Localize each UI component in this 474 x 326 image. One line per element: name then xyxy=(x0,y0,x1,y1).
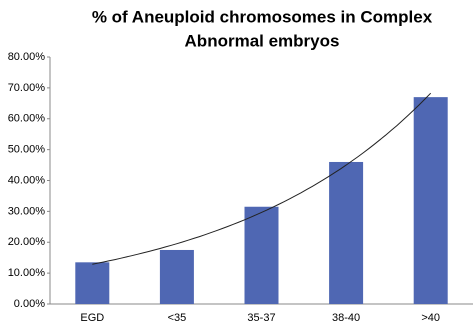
bar xyxy=(329,161,364,304)
bar xyxy=(244,206,279,304)
chart-title: % of Aneuploid chromosomes in Complex xyxy=(92,7,433,26)
chart-title: Abnormal embryos xyxy=(185,31,340,50)
x-tick-label: <35 xyxy=(168,312,187,324)
bar xyxy=(159,249,194,304)
trendline xyxy=(92,92,432,265)
y-tick-label: 40.00% xyxy=(8,174,46,186)
x-tick-label: >40 xyxy=(421,312,440,324)
y-tick-label: 80.00% xyxy=(8,51,46,63)
y-tick-label: 10.00% xyxy=(8,267,46,279)
y-tick-label: 60.00% xyxy=(8,113,46,125)
x-tick-label: 38-40 xyxy=(332,312,360,324)
y-tick-label: 30.00% xyxy=(8,205,46,217)
x-tick-label: 35-37 xyxy=(247,312,275,324)
y-tick-label: 20.00% xyxy=(8,236,46,248)
y-tick-label: 70.00% xyxy=(8,82,46,94)
x-tick-label: EGD xyxy=(80,312,104,324)
bar xyxy=(75,262,110,304)
y-tick-label: 0.00% xyxy=(14,298,45,310)
bar xyxy=(413,97,448,304)
y-tick-label: 50.00% xyxy=(8,144,46,156)
